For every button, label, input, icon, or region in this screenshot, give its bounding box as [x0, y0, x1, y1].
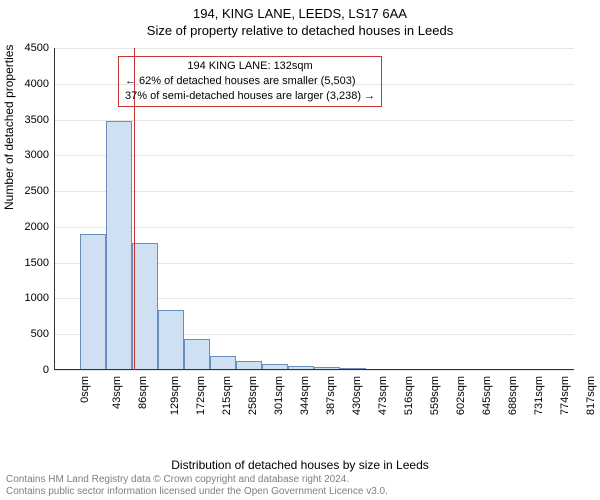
y-axis-line — [54, 48, 55, 370]
histogram-bar — [106, 121, 132, 370]
y-tick-label: 2000 — [25, 221, 49, 233]
gridline — [54, 370, 574, 371]
y-tick-label: 500 — [31, 328, 49, 340]
x-tick-label: 43sqm — [111, 376, 123, 409]
x-tick-label: 817sqm — [585, 376, 597, 415]
x-tick-label: 645sqm — [481, 376, 493, 415]
x-tick-label: 430sqm — [351, 376, 363, 415]
gridline — [54, 155, 574, 156]
y-tick-label: 4000 — [25, 78, 49, 90]
footer-line-1: Contains HM Land Registry data © Crown c… — [6, 474, 388, 486]
histogram-bar — [158, 310, 184, 370]
x-tick-label: 731sqm — [533, 376, 545, 415]
histogram-bar — [210, 356, 236, 370]
x-tick-label: 215sqm — [221, 376, 233, 415]
property-callout: 194 KING LANE: 132sqm← 62% of detached h… — [118, 56, 382, 107]
gridline — [54, 120, 574, 121]
x-tick-label: 258sqm — [247, 376, 259, 415]
x-tick-label: 86sqm — [137, 376, 149, 409]
x-tick-label: 559sqm — [429, 376, 441, 415]
chart-area: 0500100015002000250030003500400045000sqm… — [54, 48, 574, 418]
y-tick-label: 3000 — [25, 149, 49, 161]
x-tick-label: 774sqm — [559, 376, 571, 415]
x-tick-label: 172sqm — [195, 376, 207, 415]
x-tick-label: 301sqm — [273, 376, 285, 415]
callout-line: ← 62% of detached houses are smaller (5,… — [125, 74, 375, 89]
callout-line: 194 KING LANE: 132sqm — [125, 59, 375, 74]
callout-line: 37% of semi-detached houses are larger (… — [125, 89, 375, 104]
x-tick-label: 344sqm — [299, 376, 311, 415]
chart-title: 194, KING LANE, LEEDS, LS17 6AA — [0, 0, 600, 21]
plot-region: 0500100015002000250030003500400045000sqm… — [54, 48, 574, 370]
footer-attribution: Contains HM Land Registry data © Crown c… — [6, 474, 388, 498]
y-tick-label: 4500 — [25, 42, 49, 54]
x-axis-label: Distribution of detached houses by size … — [0, 458, 600, 472]
y-tick-label: 3500 — [25, 114, 49, 126]
x-tick-label: 602sqm — [455, 376, 467, 415]
chart-subtitle: Size of property relative to detached ho… — [0, 21, 600, 38]
y-tick-label: 0 — [43, 364, 49, 376]
histogram-bar — [184, 339, 210, 370]
x-tick-label: 688sqm — [507, 376, 519, 415]
footer-line-2: Contains public sector information licen… — [6, 486, 388, 498]
gridline — [54, 191, 574, 192]
histogram-bar — [80, 234, 106, 370]
chart-container: 194, KING LANE, LEEDS, LS17 6AA Size of … — [0, 0, 600, 500]
y-tick-label: 2500 — [25, 185, 49, 197]
y-tick-label: 1000 — [25, 292, 49, 304]
gridline — [54, 227, 574, 228]
y-axis-label: Number of detached properties — [2, 45, 16, 210]
y-tick-label: 1500 — [25, 257, 49, 269]
x-tick-label: 0sqm — [79, 376, 91, 403]
x-tick-label: 129sqm — [169, 376, 181, 415]
x-tick-label: 387sqm — [325, 376, 337, 415]
histogram-bar — [132, 243, 158, 370]
x-axis-line — [54, 369, 574, 370]
x-tick-label: 516sqm — [403, 376, 415, 415]
x-tick-label: 473sqm — [377, 376, 389, 415]
gridline — [54, 48, 574, 49]
